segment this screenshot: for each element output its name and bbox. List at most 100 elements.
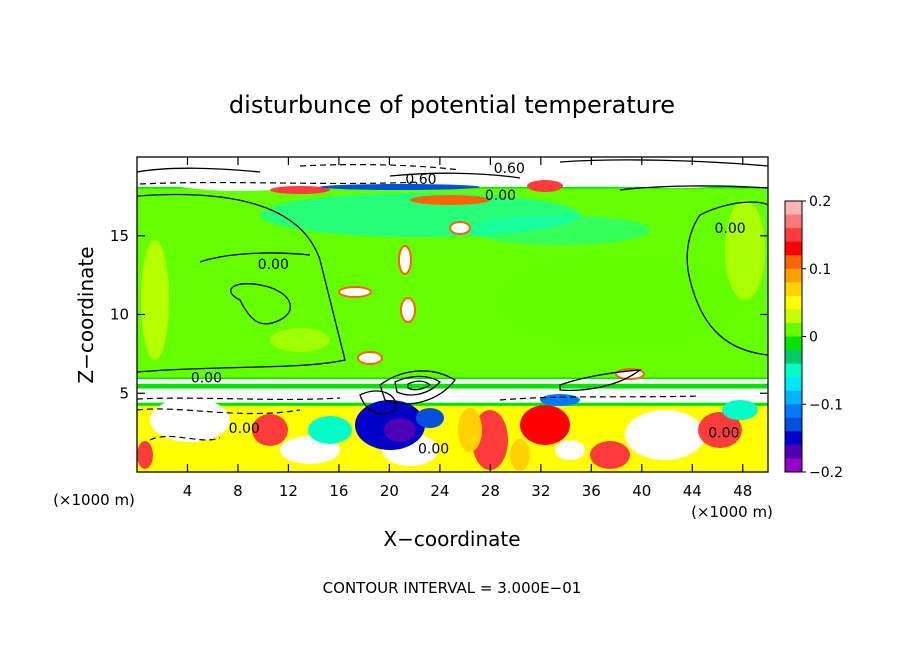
red-patch bbox=[590, 441, 630, 469]
zero-contour bbox=[137, 193, 346, 373]
x-axis: 4 8 12 16 20 24 28 32 36 40 44 48 bbox=[183, 157, 752, 500]
red-streak bbox=[410, 195, 490, 205]
plot-area: 0.60 0.60 0.00 0.00 0.00 0.00 0.00 0.00 0.00 bbox=[137, 157, 768, 472]
y-tick-label: 10 bbox=[110, 306, 129, 324]
zero-contour bbox=[686, 214, 768, 356]
colorbar-tick-label: −0.2 bbox=[809, 465, 843, 481]
colorbar-swatch bbox=[785, 228, 802, 243]
light-green-patch bbox=[500, 255, 740, 345]
colorbar-swatch bbox=[785, 201, 802, 216]
blue-patch bbox=[540, 394, 580, 406]
yellow-patch bbox=[725, 200, 765, 300]
white-cloud bbox=[357, 351, 383, 365]
y-tick-label: 15 bbox=[110, 227, 129, 245]
colorbar-swatch bbox=[785, 322, 802, 337]
dashed-contour bbox=[137, 397, 341, 401]
cluster-contour bbox=[394, 375, 441, 396]
red-patch bbox=[137, 441, 153, 469]
white-cloud bbox=[449, 221, 471, 235]
colorbar-swatch bbox=[785, 417, 802, 432]
x-tick-label: 8 bbox=[233, 482, 243, 500]
y-unit-label: (×1000 m) bbox=[53, 491, 135, 509]
white-cloud bbox=[400, 297, 416, 323]
colorbar-swatch bbox=[785, 282, 802, 297]
cluster-contour bbox=[407, 380, 432, 391]
upper-contour bbox=[137, 167, 261, 173]
x-unit-label: (×1000 m) bbox=[691, 503, 773, 521]
colorbar: 0.2 0.1 0 −0.1 −0.2 bbox=[784, 194, 843, 481]
purple-patch bbox=[384, 418, 416, 442]
dashed-contour bbox=[499, 395, 701, 401]
yellow-patch bbox=[141, 240, 169, 360]
y-axis-label: Z−coordinate bbox=[74, 246, 98, 383]
yellow-patch bbox=[510, 439, 530, 471]
y-tick-label: 5 bbox=[119, 384, 129, 402]
x-tick-label: 40 bbox=[632, 482, 651, 500]
cyan-patch bbox=[260, 193, 580, 237]
white-blob bbox=[150, 398, 230, 442]
zero-contour bbox=[230, 283, 292, 325]
x-tick-label: 44 bbox=[683, 482, 702, 500]
white-blob bbox=[390, 157, 530, 188]
yellow-patch bbox=[458, 408, 482, 452]
colorbar-swatch bbox=[785, 431, 802, 446]
red-streak bbox=[527, 180, 563, 192]
white-cloud bbox=[398, 245, 412, 275]
red-patch bbox=[698, 412, 742, 448]
colorbar-swatch bbox=[785, 458, 802, 473]
colorbar-tick-label: 0.2 bbox=[809, 194, 831, 210]
dashed-contours bbox=[137, 163, 701, 441]
colorbar-tick-label: −0.1 bbox=[809, 397, 843, 413]
y-axis: 5 10 15 bbox=[110, 227, 768, 402]
dashed-contour bbox=[139, 181, 421, 185]
x-tick-label: 48 bbox=[733, 482, 752, 500]
colorbar-swatch bbox=[785, 444, 802, 459]
colorbar-swatch bbox=[785, 350, 802, 365]
dashed-contour bbox=[299, 163, 461, 171]
colorbar-swatch bbox=[785, 363, 802, 378]
colorbar-swatch bbox=[785, 241, 802, 256]
x-tick-label: 16 bbox=[329, 482, 348, 500]
colorbar-swatch bbox=[785, 309, 802, 324]
x-tick-label: 28 bbox=[481, 482, 500, 500]
colorbar-swatch bbox=[785, 214, 802, 229]
zero-contour bbox=[699, 201, 768, 216]
colorbar-swatch bbox=[785, 336, 802, 351]
colorbar-swatch bbox=[785, 390, 802, 405]
x-tick-label: 36 bbox=[582, 482, 601, 500]
contour-label: 0.00 bbox=[191, 371, 222, 387]
contour-label: 0.00 bbox=[715, 221, 746, 237]
field-region bbox=[137, 388, 768, 403]
field-region bbox=[137, 379, 768, 384]
white-blob bbox=[590, 157, 768, 188]
contour-label: 0.00 bbox=[485, 188, 516, 204]
white-blob bbox=[555, 440, 585, 460]
upper-contour bbox=[389, 172, 521, 179]
field-texture bbox=[137, 157, 768, 471]
blue-patch bbox=[416, 408, 444, 428]
white-blob bbox=[625, 410, 705, 460]
x-tick-label: 12 bbox=[279, 482, 298, 500]
cyan-patch bbox=[722, 400, 758, 420]
zero-contour bbox=[199, 252, 311, 263]
contour-label: 0.60 bbox=[494, 161, 525, 177]
yellow-patch bbox=[270, 328, 330, 352]
colorbar-swatch bbox=[785, 404, 802, 419]
colorbar-swatch bbox=[785, 255, 802, 270]
contour-label: 0.00 bbox=[258, 257, 289, 273]
white-cloud bbox=[338, 286, 372, 298]
cyan-patch bbox=[308, 416, 352, 444]
x-tick-label: 24 bbox=[430, 482, 449, 500]
colorbar-tick-label: 0 bbox=[809, 330, 818, 346]
cyan-patch bbox=[470, 215, 650, 245]
colorbar-swatch bbox=[785, 377, 802, 392]
colorbar-tick-label: 0.1 bbox=[809, 262, 831, 278]
colorbar-swatch bbox=[785, 268, 802, 283]
x-tick-label: 20 bbox=[380, 482, 399, 500]
cluster-contour bbox=[559, 369, 643, 391]
chart-title: disturbunce of potential temperature bbox=[229, 91, 675, 119]
contour-interval-footer: CONTOUR INTERVAL = 3.000E−01 bbox=[323, 579, 582, 597]
cluster-contour bbox=[379, 370, 456, 405]
dashed-contour bbox=[149, 435, 221, 441]
